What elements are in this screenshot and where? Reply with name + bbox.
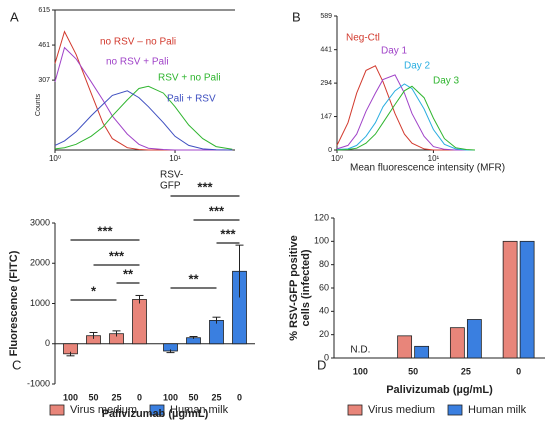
significance-label: ** [188,271,199,286]
panel-letter: B [292,9,301,24]
bar [132,299,147,345]
y-tick-label: 80 [319,259,329,269]
x-tick-label: 100 [353,366,368,376]
legend-label: Virus medium [70,404,137,416]
legend-label: Human milk [170,404,229,416]
legend-swatch [149,404,165,416]
x-axis-label: RSV- [160,170,183,181]
bar [414,345,430,359]
x-tick-label: 100 [163,392,178,402]
series-label: Neg-Ctl [346,33,380,44]
curve [336,85,476,151]
y-tick-label: 0 [324,352,329,362]
y-tick-label: 147 [320,113,332,120]
bar [449,327,465,359]
curve [54,30,233,151]
panel-letter: C [12,357,21,372]
y-tick-label: 307 [38,77,50,84]
significance-label: ** [123,266,134,281]
y-tick-label: 441 [320,47,332,54]
legend-label: Virus medium [368,404,435,416]
curve [336,74,475,151]
significance-label: *** [109,248,125,263]
y-tick-label: 2000 [30,258,50,268]
y-axis-label: % RSV-GFP positive [288,235,300,341]
x-axis-label: Mean fluorescence intensity (MFR) [350,163,505,174]
y-tick-label: 100 [314,236,329,246]
series-label: Pali + RSV [167,94,216,105]
y-tick-label: 589 [320,13,332,20]
x-tick-label: 10⁰ [49,154,61,163]
y-tick-label: 40 [319,306,329,316]
x-tick-label: 10¹ [428,154,440,163]
y-tick-label: 0 [45,338,50,348]
x-tick-label: 50 [88,392,98,402]
significance-label: *** [209,203,225,218]
x-tick-label: 0 [137,392,142,402]
x-axis-label: Palivizumab (µg/mL) [102,408,209,420]
y-tick-label: 0 [328,147,332,154]
curve [54,46,233,151]
significance-label: *** [97,223,113,238]
significance-label: *** [197,179,213,194]
y-tick-label: 120 [314,212,329,222]
panel-letter: A [10,9,19,24]
bar [209,320,224,345]
y-axis-label: cells (infected) [300,249,312,326]
legend-swatch [347,404,363,416]
bar [502,240,518,359]
series-label: Day 1 [381,46,408,57]
curve [336,83,475,151]
series-label: Day 3 [433,76,460,87]
series-label: Day 2 [404,61,431,72]
curve [54,85,233,150]
x-tick-label: 50 [408,366,418,376]
y-tick-label: 1000 [30,298,50,308]
curve [54,90,233,151]
panel-letter: D [317,357,326,372]
x-axis-label: GFP [160,181,181,192]
y-tick-label: 3000 [30,217,50,227]
x-tick-label: 10⁰ [331,154,343,163]
y-axis-label: Counts [35,93,42,116]
series-label: RSV + no Pali [158,73,221,84]
significance-label: * [91,283,97,298]
x-tick-label: 50 [188,392,198,402]
x-tick-label: 0 [516,366,521,376]
x-tick-label: 25 [211,392,221,402]
y-tick-label: 60 [319,282,329,292]
y-tick-label: -1000 [27,378,50,388]
y-tick-label: 294 [320,80,332,87]
series-label: no RSV + Pali [106,57,169,68]
bar [397,335,413,359]
x-tick-label: 10¹ [169,154,181,163]
x-tick-label: 25 [461,366,471,376]
bar [519,240,535,359]
legend-swatch [447,404,463,416]
bar [466,319,482,359]
y-tick-label: 615 [38,7,50,14]
y-tick-label: 461 [38,42,50,49]
y-axis-label: Fluorescence (FITC) [8,250,20,356]
x-tick-label: 0 [237,392,242,402]
x-axis-label: Palivizumab (µg/mL) [386,384,493,396]
annotation: N.D. [350,345,370,356]
legend-swatch [49,404,65,416]
legend-label: Human milk [468,404,527,416]
y-tick-label: 20 [319,329,329,339]
x-tick-label: 25 [111,392,121,402]
x-tick-label: 100 [63,392,78,402]
significance-label: *** [220,226,236,241]
series-label: no RSV – no Pali [100,37,176,48]
